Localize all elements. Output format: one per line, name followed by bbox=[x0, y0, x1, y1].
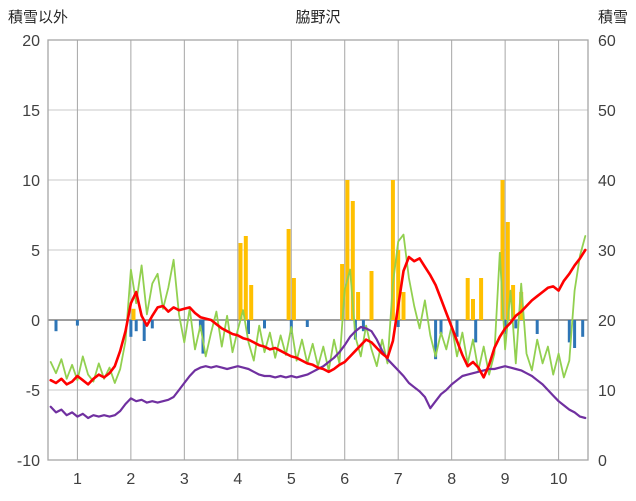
orange-bar bbox=[243, 236, 248, 320]
chart-title: 脇野沢 bbox=[295, 9, 341, 26]
orange-bar bbox=[131, 308, 136, 320]
blue-bar bbox=[129, 320, 133, 337]
orange-bar bbox=[286, 229, 291, 320]
orange-bar bbox=[249, 285, 254, 320]
blue-bar bbox=[142, 320, 146, 341]
y-left-tick-label: -10 bbox=[17, 453, 40, 470]
orange-bar bbox=[238, 243, 243, 320]
orange-bar bbox=[390, 180, 395, 320]
blue-bar bbox=[54, 320, 58, 332]
y-left-tick-label: 15 bbox=[22, 103, 40, 120]
blue-bar bbox=[75, 320, 79, 326]
orange-bar bbox=[479, 278, 484, 320]
x-tick-label: 3 bbox=[180, 471, 189, 488]
blue-bar bbox=[535, 320, 539, 334]
red-line-series bbox=[49, 248, 587, 386]
orange-bar bbox=[465, 278, 470, 320]
blue-bar bbox=[439, 320, 443, 334]
y-left-tick-label: 0 bbox=[31, 313, 40, 330]
orange-bar bbox=[356, 292, 361, 320]
blue-bar bbox=[134, 320, 138, 332]
left-axis-title: 積雪以外 bbox=[8, 9, 69, 26]
blue-bar bbox=[247, 320, 250, 334]
y-right-tick-label: 60 bbox=[598, 33, 616, 50]
x-tick-label: 9 bbox=[501, 471, 510, 488]
orange-bar bbox=[500, 180, 505, 320]
y-right-tick-label: 20 bbox=[598, 313, 616, 330]
orange-bar bbox=[369, 271, 374, 320]
blue-bar bbox=[434, 320, 438, 360]
x-tick-label: 10 bbox=[550, 471, 568, 488]
y-right-tick-label: 10 bbox=[598, 383, 616, 400]
y-right-tick-label: 50 bbox=[598, 103, 616, 120]
y-right-tick-label: 0 bbox=[598, 453, 607, 470]
orange-bar bbox=[396, 250, 401, 320]
blue-bar bbox=[263, 320, 266, 329]
right-axis-title: 積雪 bbox=[597, 9, 628, 26]
x-tick-label: 7 bbox=[394, 471, 403, 488]
orange-bar bbox=[519, 292, 524, 320]
y-right-tick-label: 40 bbox=[598, 173, 616, 190]
blue-bar bbox=[305, 320, 309, 327]
plot-border bbox=[47, 39, 589, 461]
orange-bar bbox=[511, 285, 516, 320]
x-tick-label: 1 bbox=[73, 471, 82, 488]
blue-bar bbox=[396, 320, 400, 327]
orange-bar bbox=[505, 222, 510, 320]
blue-bar bbox=[567, 320, 571, 343]
y-left-tick-label: 10 bbox=[22, 173, 40, 190]
orange-bar bbox=[345, 180, 350, 320]
x-tick-label: 6 bbox=[340, 471, 349, 488]
purple-line-series bbox=[49, 325, 587, 420]
orange-bar bbox=[291, 278, 296, 320]
y-left-tick-label: -5 bbox=[26, 383, 40, 400]
x-tick-label: 5 bbox=[287, 471, 296, 488]
y-right-tick-label: 30 bbox=[598, 243, 616, 260]
y-left-tick-label: 5 bbox=[31, 243, 40, 260]
x-tick-label: 2 bbox=[126, 471, 135, 488]
orange-bar bbox=[340, 264, 345, 320]
y-left-tick-label: 20 bbox=[22, 33, 40, 50]
orange-bar bbox=[401, 292, 406, 320]
blue-bar bbox=[474, 320, 478, 343]
orange-bar bbox=[471, 299, 475, 320]
blue-bar bbox=[514, 320, 518, 329]
blue-bar bbox=[150, 320, 154, 329]
blue-bar bbox=[573, 320, 577, 348]
x-tick-label: 4 bbox=[233, 471, 242, 488]
blue-bar bbox=[581, 320, 585, 337]
orange-bar bbox=[350, 201, 355, 320]
blue-bar bbox=[361, 320, 365, 332]
blue-bar bbox=[455, 320, 459, 337]
x-tick-label: 8 bbox=[447, 471, 456, 488]
